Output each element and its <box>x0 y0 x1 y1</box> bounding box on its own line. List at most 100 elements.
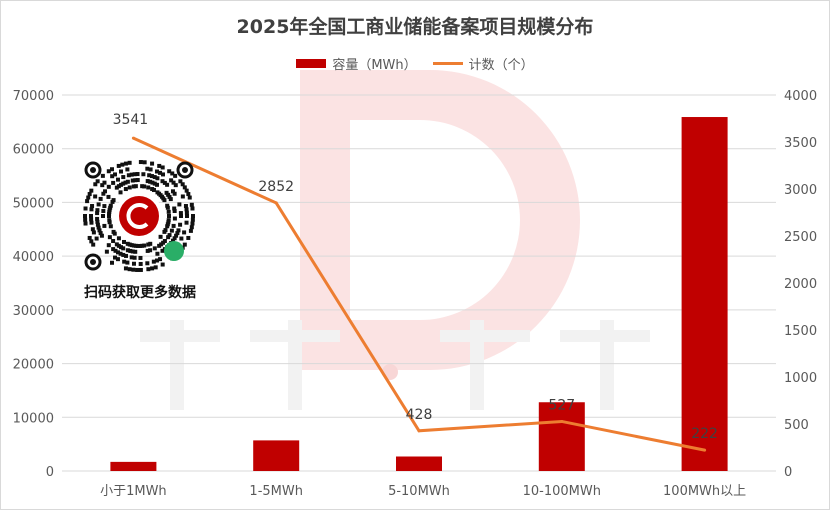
qr-module <box>89 207 94 212</box>
qr-module <box>131 261 136 266</box>
qr-module <box>153 265 158 270</box>
qr-module <box>121 181 126 186</box>
qr-module <box>114 242 119 247</box>
qr-module <box>89 214 93 218</box>
qr-module <box>90 227 95 232</box>
qr-module <box>83 214 87 218</box>
qr-code <box>83 160 195 272</box>
qr-module <box>95 219 100 224</box>
qr-module <box>182 230 187 235</box>
qr-module <box>162 198 167 203</box>
qr-module <box>111 229 116 234</box>
qr-module <box>129 172 134 177</box>
qr-module <box>132 255 137 260</box>
qr-module <box>127 160 132 165</box>
legend-label-capacity: 容量（MWh） <box>332 58 417 73</box>
qr-module <box>120 162 125 167</box>
bar <box>110 461 157 471</box>
qr-module <box>170 238 175 243</box>
qr-module <box>123 180 128 185</box>
qr-module <box>184 207 189 212</box>
qr-module <box>146 267 151 272</box>
bar <box>538 402 585 471</box>
qr-module <box>116 236 121 241</box>
qr-module <box>116 184 121 189</box>
qr-finder <box>84 161 102 179</box>
qr-module <box>86 195 91 200</box>
qr-module <box>187 195 192 200</box>
qr-module <box>100 173 105 178</box>
qr-module <box>180 182 185 187</box>
qr-module <box>140 243 145 248</box>
line-point <box>703 448 707 452</box>
qr-module <box>113 172 117 177</box>
qr-module <box>169 228 174 233</box>
qr-module <box>97 228 102 233</box>
y-right-tick: 2000 <box>784 277 817 292</box>
qr-module <box>179 214 183 218</box>
qr-module <box>133 184 138 189</box>
qr-module <box>95 179 100 184</box>
qr-module <box>178 211 183 216</box>
qr-module <box>123 187 128 192</box>
y-left-tick: 50000 <box>13 196 54 211</box>
qr-module <box>110 260 114 265</box>
qr-module <box>166 220 171 225</box>
qr-module <box>98 231 103 236</box>
qr-module <box>107 211 112 216</box>
qr-module <box>107 207 112 212</box>
qr-module <box>91 230 96 235</box>
qr-module <box>171 223 176 228</box>
qr-module <box>167 233 172 238</box>
data-label: 527 <box>548 397 575 413</box>
qr-module <box>140 184 145 189</box>
qr-module <box>146 242 151 247</box>
qr-module <box>170 189 175 194</box>
y-left-tick: 0 <box>46 465 54 480</box>
qr-module <box>185 214 189 218</box>
y-left-tick: 10000 <box>13 411 54 426</box>
qr-module <box>174 233 179 238</box>
qr-module <box>89 239 94 244</box>
qr-module <box>101 208 106 213</box>
qr-module <box>119 182 123 187</box>
qr-module <box>116 177 120 182</box>
bar <box>253 440 300 471</box>
qr-module <box>89 217 94 222</box>
qr-module <box>154 258 159 263</box>
line-point <box>417 429 421 433</box>
qr-module <box>160 179 165 184</box>
watermark <box>140 70 650 410</box>
qr-module <box>189 202 194 207</box>
qr-module <box>150 161 155 166</box>
qr-module <box>138 261 143 266</box>
qr-module <box>157 243 162 248</box>
qr-module <box>110 167 114 172</box>
qr-module <box>162 229 167 234</box>
qr-module <box>173 173 178 178</box>
qr-module <box>170 171 175 176</box>
qr-module <box>125 167 130 172</box>
qr-module <box>158 234 163 239</box>
qr-module <box>184 210 189 215</box>
qr-module <box>152 181 157 186</box>
qr-module <box>158 170 163 175</box>
qr-module <box>111 239 116 244</box>
legend-swatch-line <box>432 62 463 65</box>
qr-module <box>118 251 123 256</box>
qr-module <box>122 239 126 244</box>
qr-module <box>107 209 112 214</box>
qr-finder-dot <box>90 167 96 173</box>
qr-module <box>90 204 95 209</box>
qr-module <box>148 248 153 253</box>
qr-module <box>133 243 138 248</box>
qr-module <box>129 243 134 248</box>
qr-module <box>146 185 151 190</box>
qr-module <box>128 248 133 253</box>
line-point <box>560 419 564 423</box>
qr-module <box>124 253 129 258</box>
qr-module <box>113 255 117 260</box>
qr-module <box>145 261 150 266</box>
qr-module <box>188 228 193 233</box>
qr-module <box>96 225 101 230</box>
